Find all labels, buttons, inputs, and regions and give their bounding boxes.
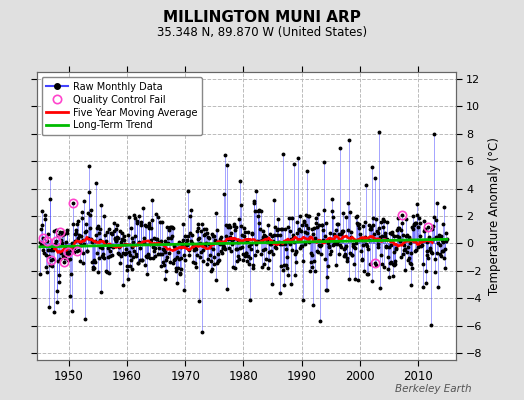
Text: MILLINGTON MUNI ARP: MILLINGTON MUNI ARP — [163, 10, 361, 25]
Text: Berkeley Earth: Berkeley Earth — [395, 384, 472, 394]
Legend: Raw Monthly Data, Quality Control Fail, Five Year Moving Average, Long-Term Tren: Raw Monthly Data, Quality Control Fail, … — [41, 77, 202, 135]
Y-axis label: Temperature Anomaly (°C): Temperature Anomaly (°C) — [488, 137, 501, 295]
Text: 35.348 N, 89.870 W (United States): 35.348 N, 89.870 W (United States) — [157, 26, 367, 39]
